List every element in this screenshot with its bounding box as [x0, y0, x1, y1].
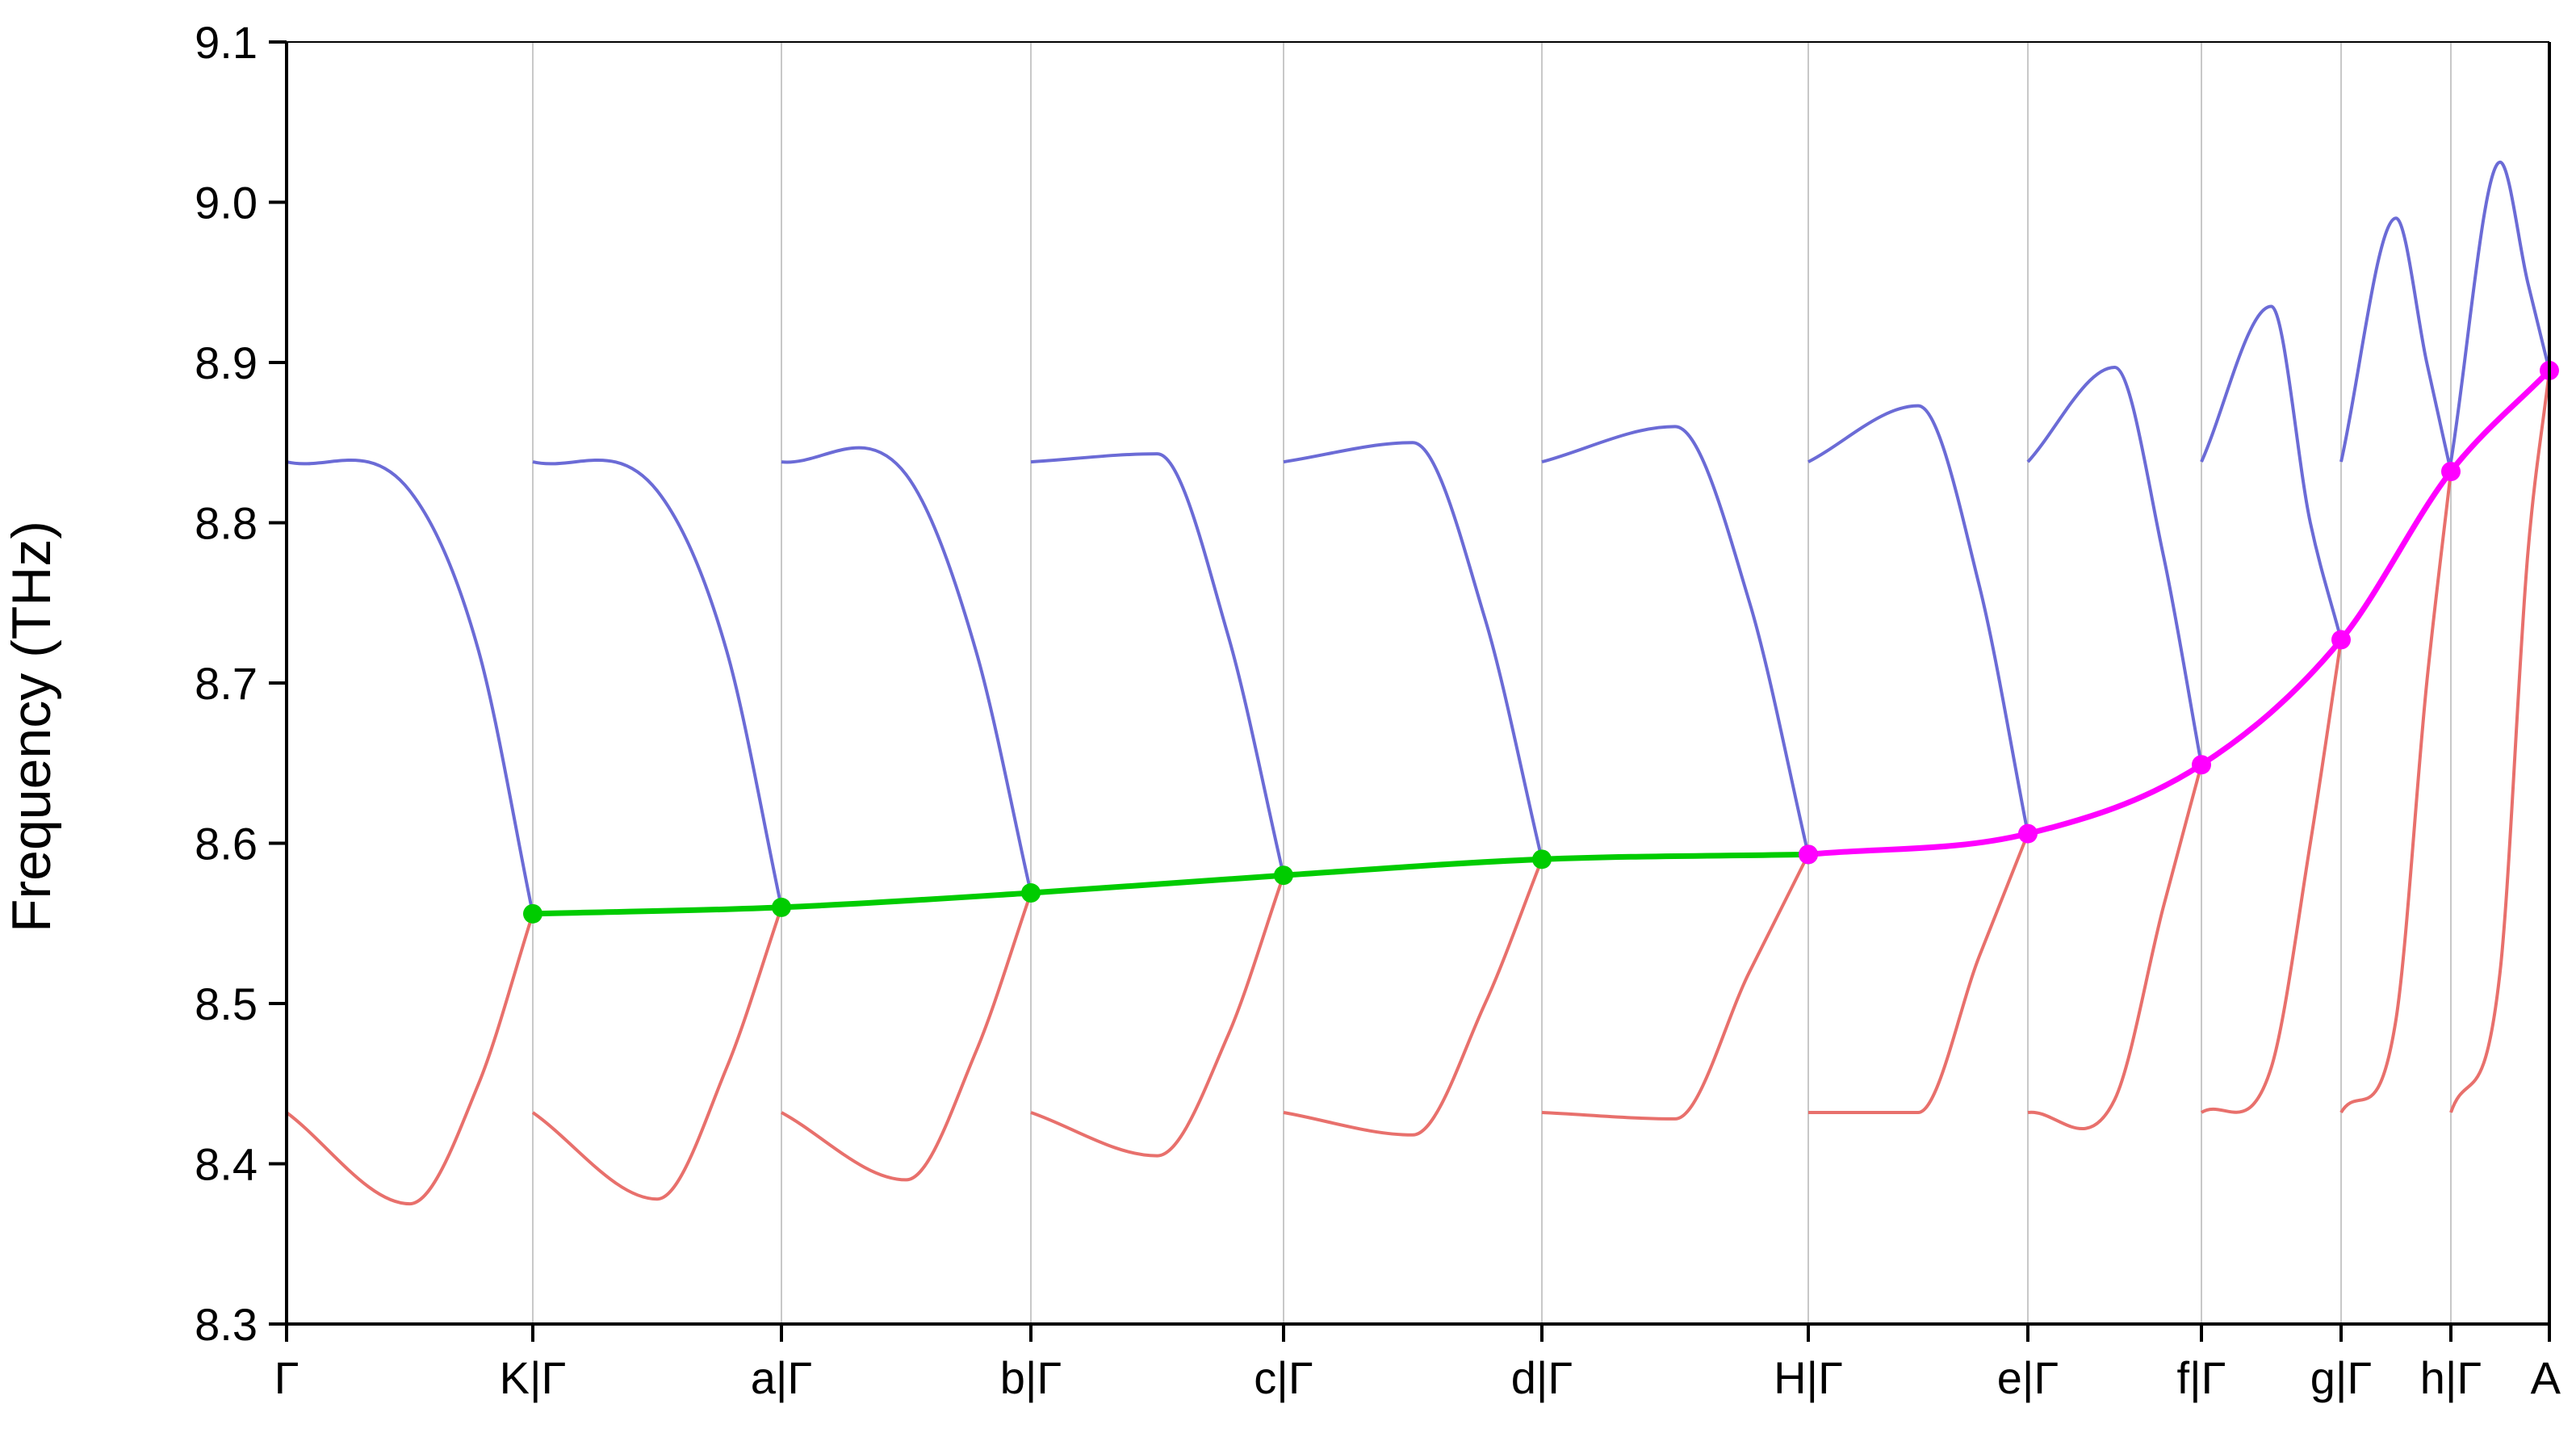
upper-band-segment-2 [532, 458, 783, 908]
x-tick-label-9: g|Γ [2310, 1352, 2373, 1403]
x-tick-label-10: h|Γ [2420, 1352, 2482, 1403]
lower-band-segment-6 [1541, 853, 1810, 1121]
green-line-point-3 [1021, 883, 1041, 903]
upper-band-segment-3 [781, 446, 1032, 894]
x-tick-label-8: f|Γ [2177, 1352, 2226, 1403]
lower-band-segment-5 [1283, 858, 1544, 1137]
lower-band-segment-7 [1808, 832, 2029, 1114]
upper-band-segment-11 [2449, 160, 2551, 463]
y-tick-label-2: 8.5 [195, 978, 258, 1029]
magenta-line-point-4 [2331, 630, 2351, 650]
y-tick-label-4: 8.7 [195, 658, 258, 709]
lower-band-segment-11 [2449, 370, 2551, 1113]
upper-band-segment-7 [1807, 404, 2029, 834]
highlight-points [523, 360, 2559, 924]
y-axis-label: Frequency (THz) [1, 521, 62, 932]
lower-band-segment-1 [285, 913, 534, 1206]
magenta-line-point-5 [2441, 461, 2461, 481]
upper-band-segment-8 [2026, 365, 2203, 765]
magenta-line-point-3 [2192, 755, 2211, 775]
lower-band-segment-10 [2339, 471, 2452, 1114]
y-tick-label-7: 9.0 [195, 178, 258, 228]
band-curves [285, 160, 2551, 1206]
x-tick-label-6: H|Γ [1774, 1352, 1843, 1403]
green-line-point-1 [523, 903, 542, 924]
vertical-gridlines [532, 42, 2452, 1324]
magenta-line-point-2 [2018, 823, 2038, 844]
y-tick-label-3: 8.6 [195, 819, 258, 869]
y-tick-label-8: 9.1 [195, 17, 258, 68]
upper-band-segment-6 [1541, 425, 1810, 855]
y-tick-label-0: 8.3 [195, 1299, 258, 1350]
y-tick-label-5: 8.8 [195, 498, 258, 549]
green-line-point-2 [772, 897, 791, 917]
y-tick-label-1: 8.4 [195, 1139, 258, 1190]
x-tick-label-0: Γ [274, 1352, 299, 1403]
axes [269, 40, 2551, 1342]
upper-band-segment-9 [2200, 304, 2343, 640]
lower-band-segment-3 [781, 892, 1032, 1182]
green-line-point-5 [1532, 849, 1552, 869]
x-tick-label-1: K|Γ [500, 1352, 567, 1403]
x-tick-label-2: a|Γ [751, 1352, 813, 1403]
x-tick-label-4: c|Γ [1254, 1352, 1313, 1403]
lower-band-segment-4 [1030, 874, 1285, 1158]
x-tick-label-3: b|Γ [1000, 1352, 1062, 1403]
upper-band-segment-4 [1030, 452, 1285, 876]
lower-band-segment-2 [531, 907, 783, 1201]
x-tick-label-7: e|Γ [1997, 1352, 2059, 1403]
x-tick-label-5: d|Γ [1511, 1352, 1573, 1403]
upper-band-segment-10 [2339, 216, 2452, 472]
upper-band-segment-1 [286, 458, 534, 915]
magenta-line-point-1 [1799, 844, 1818, 865]
y-tick-label-6: 8.9 [195, 337, 258, 388]
green-line [532, 851, 1809, 917]
lower-band-segment-9 [2200, 639, 2343, 1114]
magenta-line [1807, 368, 2552, 857]
x-tick-label-11: A [2531, 1352, 2561, 1403]
lower-band-segment-8 [2027, 764, 2203, 1130]
tick-labels: 8.3 8.4 8.5 8.6 8.7 8.8 8.9 9.0 9.1 Γ K|Γ a|Γ b|Γ c|Γ… [195, 17, 2561, 1403]
green-line-point-4 [1274, 865, 1293, 886]
upper-band-segment-5 [1283, 441, 1544, 860]
